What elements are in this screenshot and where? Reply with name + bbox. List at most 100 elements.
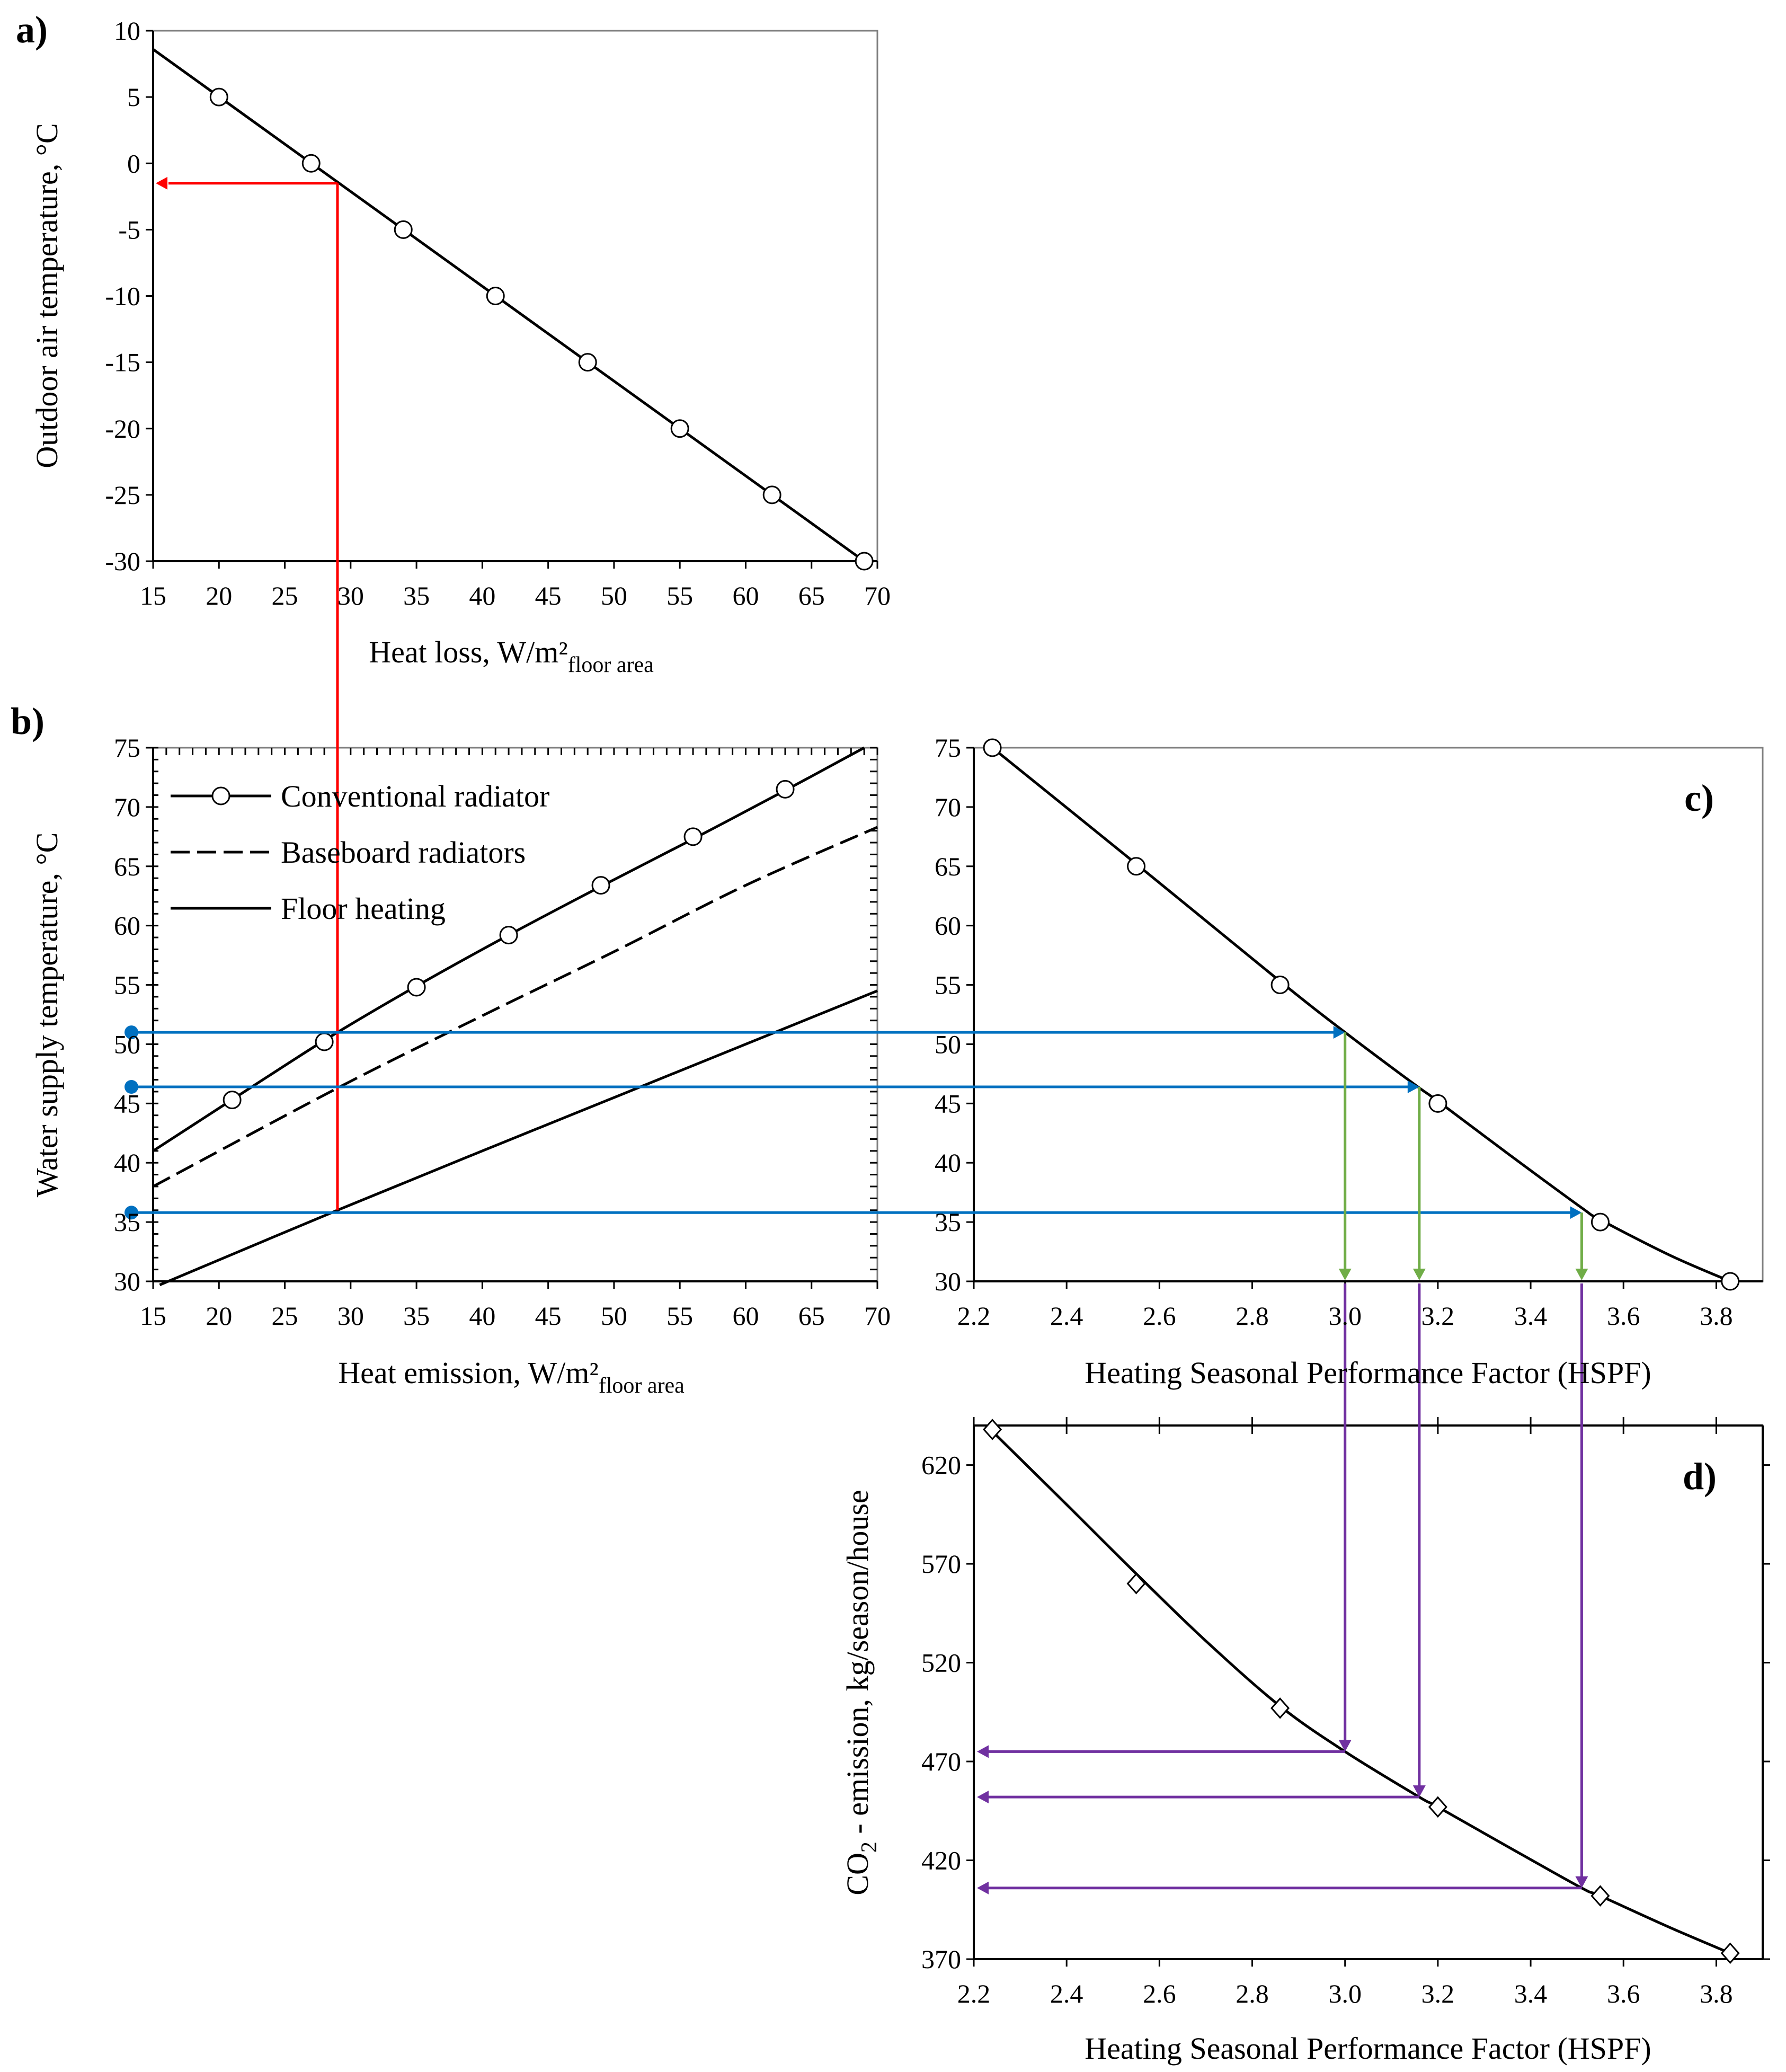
data-point-c-hspf (983, 738, 1002, 757)
x-tick-label-b: 70 (864, 1301, 891, 1331)
x-tick-label-d: 2.2 (957, 1979, 991, 2008)
y-tick-label-d: 370 (921, 1944, 961, 1974)
x-tick-label-c: 2.2 (957, 1301, 991, 1331)
blue-arrow-head (1407, 1081, 1419, 1094)
y-tick-label-a: -5 (118, 215, 140, 244)
series-a-heat-loss (152, 48, 874, 571)
data-point-a-heat-loss (762, 485, 781, 504)
x-tick-label-a: 15 (140, 581, 166, 610)
y-tick-label-c: 70 (935, 792, 961, 822)
green-arrow-head (1412, 1269, 1426, 1280)
y-tick-label-d: 520 (921, 1648, 961, 1678)
data-point-c-hspf (1721, 1272, 1740, 1291)
y-tick-label-a: 10 (114, 16, 140, 46)
legend-marker-conventional-radiator (211, 786, 230, 805)
data-point-d-co2-emission (1590, 1885, 1610, 1907)
green-arrow-head (1338, 1269, 1352, 1280)
x-tick-label-b: 50 (601, 1301, 627, 1331)
series-line-b-baseboard-radiators (152, 826, 878, 1188)
x-tick-label-b: 20 (206, 1301, 232, 1331)
x-tick-label-c: 2.8 (1236, 1301, 1269, 1331)
series-d-co2-emission (983, 1419, 1740, 1964)
legend-label-baseboard-radiators: Baseboard radiators (281, 835, 526, 870)
x-tick-label-a: 65 (798, 581, 825, 610)
x-tick-label-c: 3.0 (1328, 1301, 1362, 1331)
x-axis-title-sub-b: floor area (599, 1374, 685, 1398)
data-point-c-hspf (1127, 857, 1146, 876)
data-point-a-heat-loss (209, 87, 228, 107)
y-tick-label-a: -25 (105, 480, 140, 510)
x-tick-label-a: 55 (667, 581, 693, 610)
x-tick-label-a: 40 (469, 581, 495, 610)
y-axis-title-part-b: Water supply temperature, °C (30, 833, 64, 1198)
y-tick-label-d: 570 (921, 1549, 961, 1579)
y-tick-label-d: 470 (921, 1747, 961, 1776)
x-tick-label-d: 2.6 (1143, 1979, 1176, 2008)
x-axis-title-d: Heating Seasonal Performance Factor (HSP… (1085, 2031, 1651, 2066)
y-tick-label-b: 35 (114, 1207, 140, 1237)
x-axis-title-a: Heat loss, W/m²floor area (369, 635, 654, 677)
x-tick-label-c: 3.2 (1421, 1301, 1455, 1331)
data-point-b-conventional-radiator (407, 978, 426, 997)
data-point-a-heat-loss (578, 353, 597, 372)
data-point-b-conventional-radiator (683, 827, 703, 846)
series-line-a-heat-loss (152, 48, 865, 563)
annotations (125, 176, 1588, 1894)
data-point-a-heat-loss (670, 419, 689, 438)
green-arrow-head (1575, 1269, 1588, 1280)
x-tick-label-d: 2.8 (1236, 1979, 1269, 2008)
y-tick-label-b: 40 (114, 1148, 140, 1177)
series-line-b-floor-heating (159, 989, 878, 1287)
x-tick-label-d: 3.4 (1514, 1979, 1548, 2008)
data-point-c-hspf (1428, 1094, 1447, 1113)
series-line-c-hspf (991, 747, 1731, 1283)
data-point-a-heat-loss (301, 154, 321, 173)
x-tick-label-b: 15 (140, 1301, 166, 1331)
purple-arrow-head-left (977, 1745, 989, 1758)
series-b-floor-heating (159, 989, 878, 1287)
x-tick-label-b: 55 (667, 1301, 693, 1331)
panel-label-b: b) (11, 700, 45, 742)
x-tick-label-b: 65 (798, 1301, 825, 1331)
x-tick-label-a: 30 (337, 581, 364, 610)
blue-arrow-head (1570, 1206, 1582, 1219)
purple-arrow-head-down (1412, 1785, 1426, 1797)
x-tick-label-d: 2.4 (1050, 1979, 1083, 2008)
panel-b (146, 747, 878, 1289)
y-tick-label-c: 45 (935, 1088, 961, 1118)
y-axis-title-part-a: Outdoor air temperature, °C (30, 123, 64, 468)
purple-arrow-head-left (977, 1881, 989, 1894)
data-point-b-conventional-radiator (776, 780, 795, 799)
x-tick-label-c: 3.8 (1700, 1301, 1733, 1331)
purple-arrow-head-left (977, 1791, 989, 1804)
red-arrow-head (156, 176, 167, 190)
y-tick-label-a: 0 (127, 148, 140, 178)
series-b-conventional-radiator (152, 746, 865, 1152)
blue-arrow-head (1333, 1026, 1345, 1039)
x-tick-label-a: 50 (601, 581, 627, 610)
panel-label-a: a) (16, 8, 48, 51)
x-tick-label-c: 3.6 (1607, 1301, 1640, 1331)
y-axis-title-a: Outdoor air temperature, °C (30, 123, 64, 468)
y-axis-title-part-d: 2 (857, 1841, 882, 1853)
x-tick-label-a: 25 (272, 581, 298, 610)
x-axis-title-main-d: Heating Seasonal Performance Factor (HSP… (1085, 2031, 1651, 2066)
data-point-b-conventional-radiator (591, 876, 610, 895)
y-tick-label-c: 60 (935, 911, 961, 941)
x-axis-title-main-b: Heat emission, W/m² (338, 1356, 599, 1390)
data-point-d-co2-emission (1428, 1796, 1447, 1818)
y-tick-label-b: 30 (114, 1267, 140, 1296)
x-tick-label-a: 70 (864, 581, 891, 610)
data-point-d-co2-emission (1126, 1573, 1146, 1595)
data-point-c-hspf (1270, 976, 1290, 995)
x-axis-title-main-a: Heat loss, W/m² (369, 635, 568, 669)
x-tick-label-c: 2.4 (1050, 1301, 1083, 1331)
data-point-d-co2-emission (1720, 1942, 1740, 1964)
data-point-d-co2-emission (1270, 1697, 1290, 1719)
legend-label-floor-heating: Floor heating (281, 891, 446, 926)
x-tick-label-d: 3.0 (1328, 1979, 1362, 2008)
y-axis-title-d: CO2 - emission, kg/season/house (840, 1490, 882, 1895)
y-tick-label-c: 65 (935, 852, 961, 881)
x-tick-label-b: 30 (337, 1301, 364, 1331)
y-tick-label-b: 75 (114, 733, 140, 763)
